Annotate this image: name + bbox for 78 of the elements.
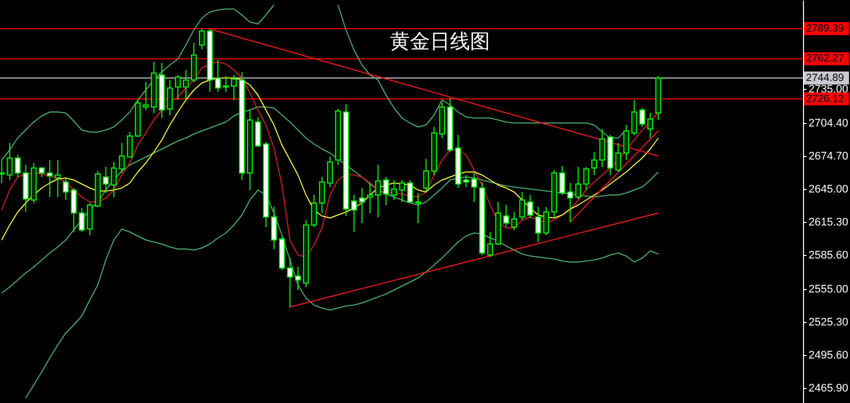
ref-line-label: 2762.27 (806, 52, 844, 65)
candlestick (222, 76, 229, 92)
candlestick (463, 174, 470, 188)
candlestick (78, 208, 85, 232)
candlestick (527, 194, 534, 218)
line-series (25, 190, 659, 398)
candlestick (126, 132, 133, 158)
candlestick (110, 162, 117, 198)
candlestick (423, 158, 429, 192)
candlestick (375, 164, 381, 218)
candlestick (287, 258, 293, 308)
candlestick (295, 266, 301, 290)
candlestick (559, 166, 566, 196)
ref-line-label: 2726.12 (806, 92, 844, 105)
candlestick (231, 74, 237, 100)
candlestick (142, 82, 149, 110)
y-tick-label: 2674.70 (808, 150, 848, 162)
candlestick (311, 194, 317, 228)
ref-line-label: 2744.89 (806, 72, 844, 84)
candlestick (255, 116, 261, 148)
candlestick (319, 176, 325, 214)
candlestick (14, 154, 21, 178)
y-tick-label: 2525.30 (808, 316, 848, 328)
candlestick (623, 124, 630, 160)
candlestick (367, 182, 373, 214)
y-tick-label: 2615.30 (808, 216, 848, 228)
candlestick (6, 142, 13, 180)
text: 黄金日线图 (390, 29, 490, 53)
candlestick (359, 188, 365, 224)
candlestick (599, 128, 606, 168)
candlestick (399, 180, 405, 202)
candlestick (327, 156, 333, 188)
line-series (1, 106, 659, 294)
candlestick (46, 160, 53, 198)
candlestick (631, 100, 638, 136)
y-tick-label: 2495.60 (808, 350, 848, 362)
candlestick (86, 202, 93, 236)
candlestick (54, 160, 61, 198)
candlestick (575, 166, 582, 200)
candlestick (0, 160, 5, 184)
candlestick (487, 232, 494, 258)
line-series (1, 78, 659, 240)
y-tick-label: 2555.00 (808, 284, 848, 296)
candlestick (407, 180, 413, 204)
candlestick (174, 74, 181, 100)
line-series (289, 212, 659, 308)
candlestick (182, 70, 189, 100)
y-tick-label: 2735.00 (808, 84, 848, 96)
candlestick (543, 206, 550, 236)
y-tick-label: 2704.40 (808, 118, 848, 130)
candlestick (647, 112, 654, 138)
candlestick (38, 166, 45, 178)
y-tick-label: 2585.60 (808, 250, 848, 262)
ref-line-label: 2789.39 (806, 22, 844, 35)
candlestick (583, 166, 590, 190)
candlestick (503, 204, 510, 228)
candlestick (118, 142, 125, 174)
candlestick (415, 192, 421, 224)
candlestick (391, 180, 397, 200)
candlestick (519, 192, 526, 220)
candlestick (511, 212, 518, 230)
candlestick (271, 206, 277, 250)
candlestick (535, 206, 542, 242)
candlestick (471, 172, 478, 202)
candlestick (383, 176, 389, 206)
candlestick (567, 182, 574, 222)
candlestick (214, 60, 221, 92)
candlestick (62, 176, 69, 200)
candlestick (166, 80, 173, 116)
candlestick (639, 108, 646, 128)
candlestick (102, 166, 109, 194)
candlestick (351, 194, 357, 232)
candlestick (615, 142, 622, 172)
candlestick (198, 28, 205, 50)
candlestick (70, 188, 77, 232)
y-tick-label: 2645.00 (808, 184, 848, 196)
candlestick (591, 152, 598, 176)
y-tick-label: 2465.90 (808, 382, 848, 394)
